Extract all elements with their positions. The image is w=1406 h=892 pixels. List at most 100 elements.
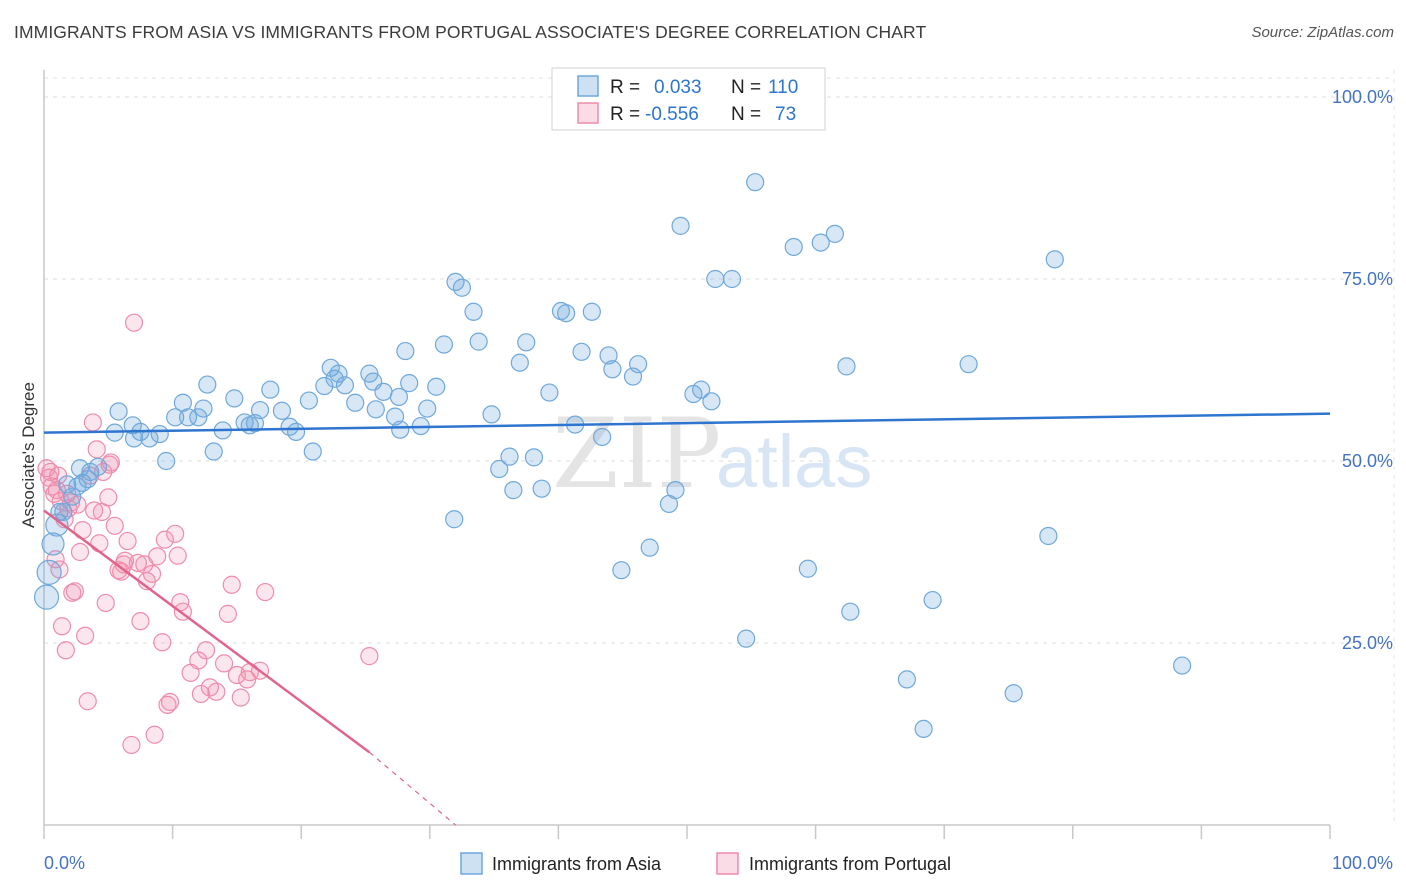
asia-point	[389, 387, 409, 407]
y-tick-label-25: 25.0%	[1342, 633, 1393, 653]
asia-point	[923, 590, 942, 610]
asia-point	[469, 332, 488, 351]
asia-point	[706, 269, 725, 289]
bottom-legend-portugal-swatch	[716, 852, 739, 875]
asia-point	[204, 442, 223, 461]
asia-point	[540, 383, 559, 402]
portugal-point	[189, 651, 208, 670]
asia-point	[1045, 250, 1064, 269]
portugal-point	[231, 688, 250, 707]
asia-point	[78, 470, 97, 489]
x-tick-label-max: 100.0%	[1332, 853, 1393, 873]
asia-point	[784, 237, 803, 257]
asia-point	[482, 405, 501, 424]
bottom-legend-asia-swatch	[460, 852, 483, 875]
portugal-point	[218, 604, 237, 623]
y-axis-label: Associate's Degree	[19, 382, 38, 528]
asia-point	[1004, 684, 1023, 703]
portugal-point	[168, 546, 187, 565]
portugal-point	[191, 684, 210, 704]
portugal-point	[90, 534, 109, 553]
y-tick-label-100: 100.0%	[1332, 87, 1393, 107]
legend-portugal-n-value: 73	[775, 104, 796, 125]
asia-point	[418, 399, 437, 418]
asia-point	[746, 173, 765, 192]
legend-portugal-swatch	[577, 102, 599, 124]
asia-point	[572, 342, 591, 361]
asia-point	[157, 451, 176, 471]
asia-point	[959, 355, 978, 374]
asia-point	[557, 304, 576, 323]
portugal-point	[128, 553, 147, 573]
asia-point	[841, 602, 860, 621]
portugal-point	[94, 462, 113, 482]
asia-point	[524, 448, 544, 467]
portugal-point	[166, 524, 185, 543]
portugal-point	[112, 562, 131, 581]
portugal-point	[41, 462, 60, 482]
asia-point	[504, 481, 523, 500]
asia-point	[299, 391, 319, 410]
asia-point	[235, 413, 254, 432]
asia-point	[109, 402, 128, 421]
trendline-portugal-extension	[368, 751, 456, 826]
portugal-point	[222, 575, 241, 594]
asia-point	[490, 459, 509, 479]
portugal-point	[160, 692, 180, 712]
asia-point	[722, 269, 742, 289]
asia-point	[640, 538, 659, 557]
trendlines	[43, 412, 1331, 826]
asia-point	[445, 510, 464, 529]
asia-point	[837, 357, 856, 376]
portugal-point	[78, 692, 97, 711]
asia-point	[593, 427, 612, 447]
asia-point	[124, 429, 144, 448]
watermark-atlas: atlas	[716, 420, 872, 503]
legend-portugal-r-value: -0.556	[645, 104, 699, 125]
x-ticks	[43, 825, 1331, 839]
asia-point	[189, 408, 208, 427]
bottom-legend-asia-label: Immigrants from Asia	[492, 854, 662, 874]
asia-point	[452, 278, 472, 297]
asia-point	[427, 377, 446, 396]
portugal-point	[122, 735, 141, 755]
asia-point	[914, 719, 933, 739]
asia-point	[150, 424, 169, 444]
y-tick-labels: 25.0% 50.0% 75.0% 100.0%	[1332, 87, 1393, 653]
asia-point	[612, 561, 631, 580]
asia-point	[400, 374, 419, 393]
asia-point	[434, 335, 454, 354]
portugal-point	[145, 725, 164, 744]
asia-point	[315, 376, 334, 396]
legend-asia-n-value: 110	[768, 77, 798, 98]
bottom-legend-portugal-label: Immigrants from Portugal	[749, 854, 951, 874]
portugal-point	[131, 612, 150, 631]
asia-point	[261, 380, 280, 399]
portugal-point	[238, 670, 257, 689]
legend-bottom: Immigrants from Asia Immigrants from Por…	[460, 852, 951, 875]
asia-point	[510, 353, 529, 372]
asia-point	[178, 408, 198, 427]
legend-asia-r-value: 0.033	[654, 77, 702, 98]
portugal-point	[83, 413, 102, 432]
asia-point	[346, 393, 365, 412]
asia-point	[666, 481, 685, 500]
asia-point	[41, 532, 65, 556]
asia-point	[1173, 656, 1192, 675]
asia-point	[63, 487, 82, 506]
portugal-point	[360, 647, 379, 666]
asia-point	[500, 447, 519, 466]
watermark: ZIP atlas	[552, 398, 872, 510]
portugal-point	[99, 488, 118, 507]
asia-point	[671, 216, 690, 235]
portugal-point	[100, 455, 119, 474]
trendline-asia	[43, 412, 1331, 434]
portugal-point	[56, 641, 75, 660]
asia-point	[391, 420, 410, 439]
asia-point	[603, 360, 622, 379]
asia-point	[123, 416, 142, 435]
portugal-point	[47, 481, 66, 500]
legend-portugal-n-label: N =	[731, 104, 761, 125]
asia-point	[194, 399, 213, 418]
portugal-point	[105, 516, 124, 535]
